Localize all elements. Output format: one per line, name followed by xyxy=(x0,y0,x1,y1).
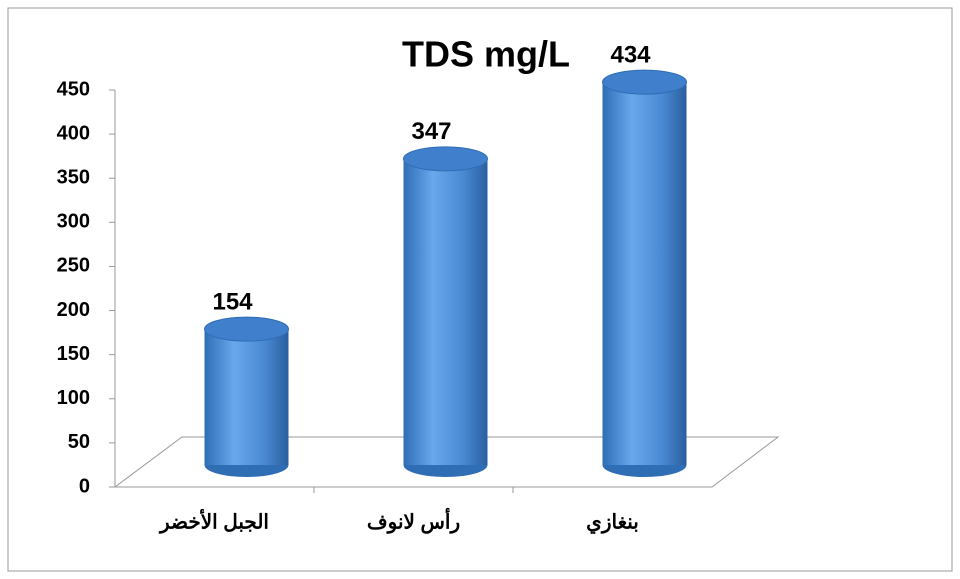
y-tick-label: 400 xyxy=(57,122,90,144)
x-tick-label: رأس لانوف xyxy=(367,507,460,534)
data-label: 347 xyxy=(411,118,451,145)
data-label: 154 xyxy=(212,288,253,315)
chart-title: TDS mg/L xyxy=(402,34,570,75)
y-tick-label: 100 xyxy=(57,387,90,409)
x-tick-label: الجبل الأخضر xyxy=(158,508,269,534)
bar xyxy=(403,146,488,477)
y-tick-label: 150 xyxy=(57,343,90,365)
y-tick-label: 250 xyxy=(57,255,90,277)
bar-top xyxy=(204,316,289,342)
y-tick-label: 0 xyxy=(79,475,90,497)
y-tick-label: 200 xyxy=(57,299,90,321)
bar xyxy=(602,69,687,477)
data-label: 434 xyxy=(610,41,651,68)
bar xyxy=(204,316,289,477)
y-tick-label: 300 xyxy=(57,211,90,233)
bar-top xyxy=(602,69,687,95)
bar-body xyxy=(204,329,289,465)
y-tick-label: 350 xyxy=(57,167,90,189)
y-tick-label: 450 xyxy=(57,78,90,100)
bar-body xyxy=(602,82,687,466)
bar-body xyxy=(403,158,488,465)
bar-top xyxy=(403,146,488,172)
x-tick-label: بنغازي xyxy=(586,511,639,534)
y-tick-label: 50 xyxy=(68,431,90,453)
